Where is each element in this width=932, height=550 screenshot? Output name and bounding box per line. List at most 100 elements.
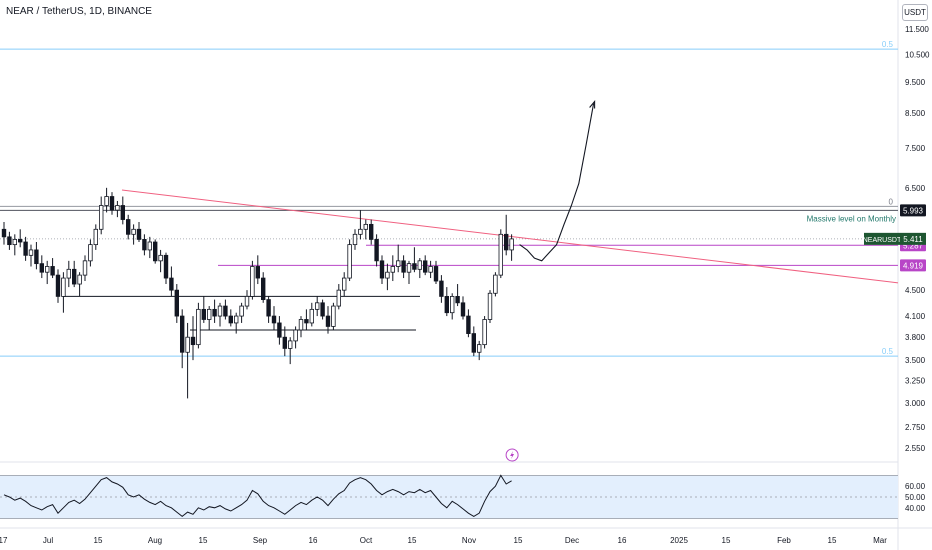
descending-trendline — [121, 189, 899, 284]
candle-body — [363, 223, 368, 230]
projection-path — [519, 103, 595, 262]
candle-body — [433, 266, 439, 282]
rsi-tick-label: 60.00 — [905, 482, 926, 491]
candle-body — [1, 228, 7, 238]
level-price-label: 5.287 — [903, 241, 924, 250]
candle-body — [271, 315, 277, 324]
time-tick-label: 15 — [94, 536, 103, 545]
candle-body — [82, 260, 88, 276]
candle-body — [444, 296, 449, 314]
candle-body — [66, 268, 71, 279]
candle-body — [298, 319, 304, 331]
candle-body — [239, 305, 244, 317]
candle-body — [406, 263, 412, 273]
candle-body — [28, 249, 34, 256]
candle-body — [428, 266, 433, 273]
price-tick-label: 4.100 — [905, 312, 926, 321]
candle-body — [487, 292, 493, 320]
candle-body — [336, 289, 341, 307]
candle-body — [282, 336, 287, 349]
candle-body — [460, 302, 466, 317]
candle-body — [304, 319, 309, 324]
time-tick-label: Jul — [43, 536, 53, 545]
time-tick-label: 15 — [828, 536, 837, 545]
candle-body — [385, 271, 390, 279]
candle-body — [471, 333, 476, 353]
candle-body — [374, 239, 379, 262]
annotation-text: Massive level on Monthly — [807, 214, 896, 223]
candle-body — [39, 263, 44, 273]
candle-body — [109, 196, 115, 211]
symbol-header[interactable]: NEAR / TetherUS, 1D, BINANCE — [6, 6, 152, 17]
price-tick-label: 9.500 — [905, 78, 926, 87]
candle-body — [17, 239, 23, 243]
candle-body — [190, 336, 196, 346]
candle-body — [131, 228, 136, 235]
candle-body — [34, 249, 39, 265]
candle-body — [174, 289, 179, 317]
time-tick-label: Mar — [873, 536, 887, 545]
candle-body — [77, 274, 82, 285]
candle-body — [455, 296, 460, 304]
price-tick-label: 3.250 — [905, 377, 926, 386]
currency-button[interactable]: USDT — [902, 4, 928, 21]
level-price-label: 4.919 — [903, 261, 924, 270]
candle-body — [379, 260, 385, 279]
fib-level-label: 0.5 — [882, 347, 894, 356]
candle-body — [255, 266, 260, 279]
time-tick-label: 16 — [309, 536, 318, 545]
time-tick-label: 15 — [514, 536, 523, 545]
level-price-tag — [900, 204, 926, 217]
candle-body — [163, 254, 169, 279]
level-price-tag — [900, 259, 926, 272]
candle-body — [331, 305, 336, 327]
candle-body — [142, 239, 147, 251]
candle-body — [217, 305, 223, 317]
time-tick-label: Oct — [360, 536, 373, 545]
candle-body — [228, 315, 233, 324]
candle-body — [126, 219, 131, 235]
price-tick-label: 11.500 — [905, 25, 929, 34]
candle-body — [196, 308, 201, 346]
time-tick-label: Feb — [777, 536, 791, 545]
candle-body — [147, 241, 152, 251]
candle-body — [158, 254, 163, 262]
time-tick-label: Sep — [253, 536, 268, 545]
candle-body — [503, 233, 509, 251]
candle-body — [201, 308, 206, 320]
candle-body — [88, 244, 93, 262]
candle-body — [466, 315, 471, 334]
candle-body — [401, 260, 406, 273]
candle-body — [61, 277, 66, 297]
candle-body — [476, 344, 482, 353]
candle-body — [309, 308, 314, 324]
time-tick-label: 15 — [408, 536, 417, 545]
candle-body — [293, 329, 298, 342]
candle-body — [412, 263, 417, 270]
time-tick-label: 17 — [0, 536, 8, 545]
candle-body — [12, 239, 17, 246]
candle-body — [250, 266, 255, 297]
candle-body — [260, 277, 266, 300]
candle-body — [115, 205, 120, 211]
candle-body — [390, 266, 395, 273]
candle-body — [93, 228, 98, 246]
candle-body — [179, 315, 185, 353]
candle-body — [287, 340, 293, 349]
candle-body — [509, 238, 514, 251]
time-tick-label: Dec — [565, 536, 579, 545]
fib-level-label: 0.5 — [882, 40, 894, 49]
candle-body — [277, 322, 282, 338]
symbol-tag-label: NEARUSDT — [863, 237, 902, 244]
candle-body — [395, 260, 401, 267]
symbol-tag — [864, 232, 900, 245]
candle-body — [498, 233, 503, 276]
time-tick-label: 2025 — [670, 536, 688, 545]
price-tick-label: 6.500 — [905, 184, 926, 193]
candle-body — [449, 296, 455, 314]
candle-body — [72, 268, 77, 285]
price-tick-label: 3.800 — [905, 333, 926, 342]
candle-body — [417, 260, 422, 270]
candle-body — [223, 305, 228, 317]
